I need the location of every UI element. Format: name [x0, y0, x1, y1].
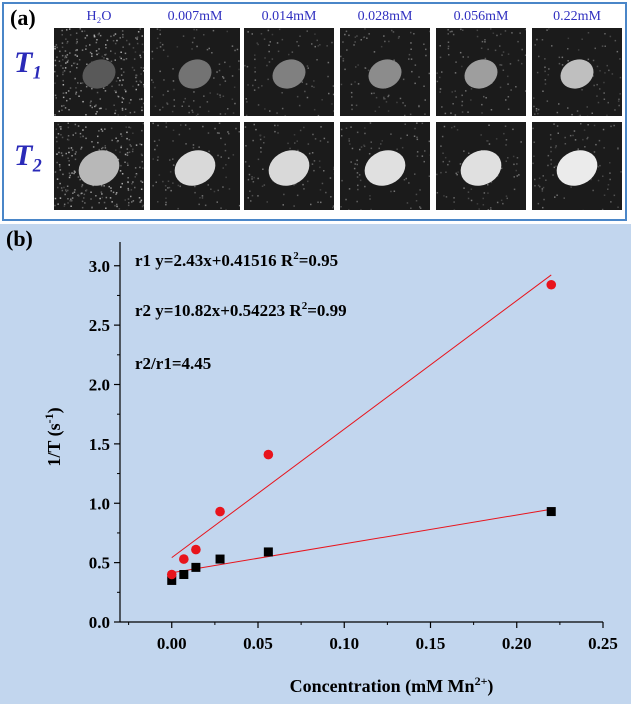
relaxivity-chart-panel: (b) 0.0 0.5 1.0 1.5 2.0 2.5 3.0 0.00 0.05 0.10 0.15… — [0, 224, 631, 704]
mri-thumbnail — [340, 28, 430, 116]
fit-line-r1 — [171, 508, 552, 574]
data-point-r2 — [166, 569, 177, 580]
mri-thumbnail — [436, 28, 526, 116]
sample-spot — [272, 59, 306, 89]
data-point-r2 — [546, 279, 557, 290]
data-point-r2 — [191, 544, 201, 555]
fit-annotation: r2/r1=4.45 — [135, 354, 211, 373]
y-tick-label: 2.0 — [89, 376, 110, 395]
relaxivity-chart: (b) 0.0 0.5 1.0 1.5 2.0 2.5 3.0 0.00 0.05 0.10 0.15… — [6, 226, 618, 697]
y-tick-label: 0.0 — [89, 613, 110, 632]
sample-spot — [82, 59, 116, 89]
concentration-label: 0.056mM — [453, 9, 509, 24]
y-tick-label: 2.5 — [89, 316, 110, 335]
y-axis-label: 1/T (s-1) — [42, 407, 65, 466]
fit-annotation: r1 y=2.43x+0.41516 R2=0.95 — [135, 250, 338, 270]
fit-line-r2 — [171, 274, 552, 559]
data-point-r1 — [263, 547, 273, 557]
sample-spot — [364, 150, 406, 186]
x-tick-label: 0.00 — [157, 634, 187, 653]
x-axis-label: Concentration (mM Mn2+) — [290, 674, 494, 697]
sample-spot — [464, 59, 498, 89]
y-tick-label: 0.5 — [89, 554, 110, 573]
x-tick-label: 0.20 — [502, 634, 532, 653]
x-tick-label: 0.15 — [416, 634, 446, 653]
sample-spot — [560, 59, 594, 89]
mri-thumbnail — [340, 122, 430, 210]
y-tick-label: 1.0 — [89, 494, 110, 513]
mri-thumbnail — [150, 28, 240, 116]
concentration-label: 0.22mM — [553, 9, 601, 24]
y-tick-label: 1.5 — [89, 435, 110, 454]
fit-annotation: r2 y=10.82x+0.54223 R2=0.99 — [135, 300, 347, 320]
x-tick-label: 0.05 — [243, 634, 273, 653]
sample-spot — [78, 150, 120, 186]
x-tick-label: 0.25 — [588, 634, 618, 653]
concentration-label: 0.014mM — [261, 9, 317, 24]
sample-spot — [368, 59, 402, 89]
data-point-r1 — [191, 562, 201, 572]
mri-thumbnail — [244, 28, 334, 116]
mri-thumbnail — [532, 28, 622, 116]
sample-spot — [556, 150, 598, 186]
mri-thumbnail — [54, 122, 144, 210]
mri-thumbnail — [150, 122, 240, 210]
mri-thumbnail — [436, 122, 526, 210]
data-point-r1 — [546, 507, 556, 517]
panel-a-label: (a) — [10, 5, 36, 30]
sample-spot — [460, 150, 502, 186]
x-tick-label: 0.10 — [329, 634, 359, 653]
mri-image-panel: (a) H₂O 0.007mM 0.014mM 0.028mM 0.056mM 0.22m… — [2, 2, 627, 221]
y-tick-label: 3.0 — [89, 257, 110, 276]
data-point-r2 — [215, 506, 225, 517]
data-point-r1 — [215, 554, 225, 564]
concentration-label: 0.007mM — [167, 9, 223, 24]
mri-thumbnail — [244, 122, 334, 210]
sample-spot — [268, 150, 310, 186]
sample-spot — [174, 150, 216, 186]
data-point-r2 — [263, 449, 274, 460]
data-point-r1 — [167, 575, 177, 585]
mri-thumbnail — [54, 28, 144, 116]
mri-thumbnail — [532, 122, 622, 210]
data-point-r2 — [179, 554, 189, 564]
row-label-t2: T₂ — [14, 139, 43, 172]
sample-spot — [178, 59, 212, 89]
row-label-t1: T₁ — [14, 46, 43, 79]
panel-b-label: (b) — [6, 226, 33, 251]
concentration-label: 0.028mM — [357, 9, 413, 24]
data-point-r1 — [179, 570, 189, 579]
concentration-label: H₂O — [86, 9, 112, 24]
